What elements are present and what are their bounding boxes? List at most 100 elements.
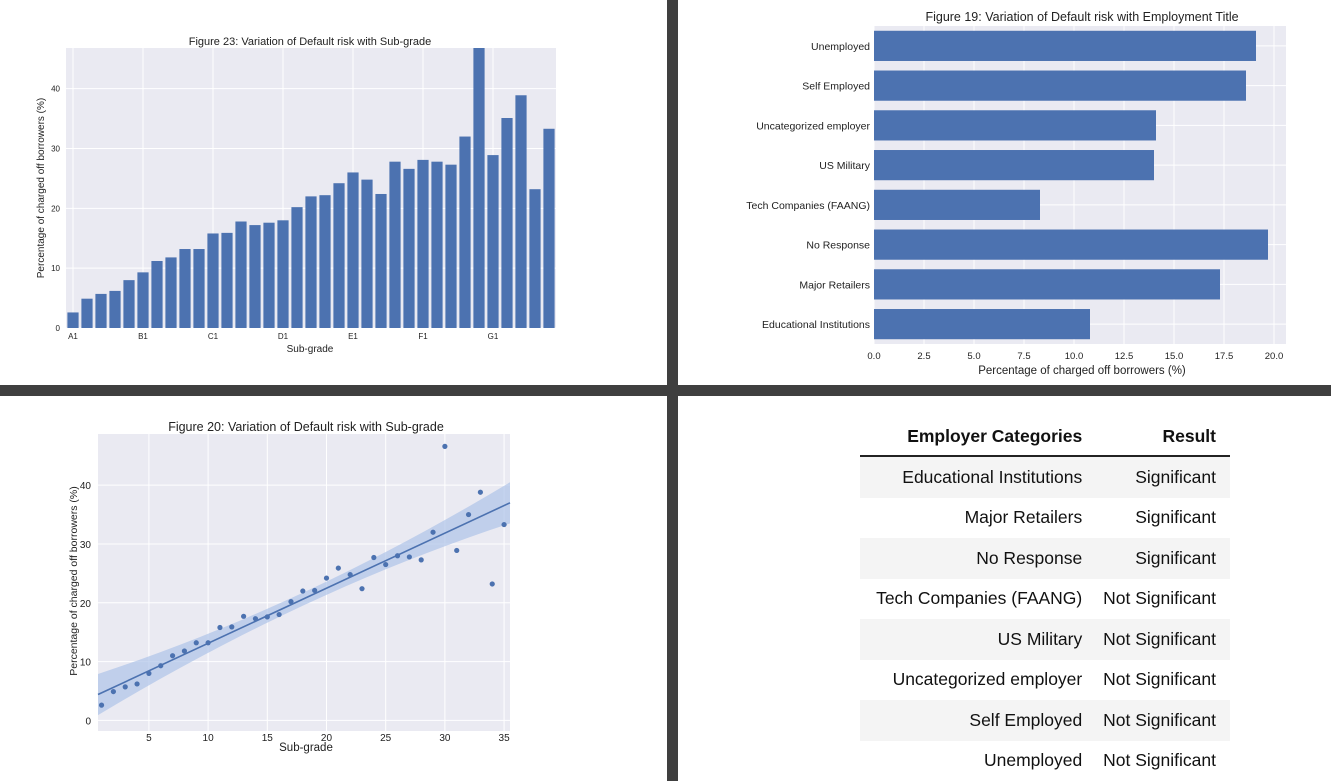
x-axis-label: Percentage of charged off borrowers (%)	[978, 365, 1186, 377]
scatter-point	[193, 640, 199, 646]
figure-20-chart: Figure 20: Variation of Default risk wit…	[68, 420, 511, 754]
scatter-point	[146, 670, 152, 676]
bar	[431, 161, 443, 328]
bar	[67, 312, 79, 328]
y-tick-label: 0	[85, 716, 91, 727]
bar	[403, 168, 415, 328]
regression-line	[97, 502, 511, 696]
scatter-point	[371, 554, 377, 561]
result-cell: Not Significant	[1103, 669, 1216, 690]
table-row: Unemployed Not Significant	[860, 741, 1230, 781]
scatter-point	[312, 587, 318, 594]
x-tick-label: 2.5	[917, 351, 930, 362]
scatter-point	[454, 547, 460, 554]
x-tick-label: 15.0	[1165, 351, 1184, 362]
scatter-point	[169, 653, 176, 659]
employer-category-cell: Self Employed	[860, 700, 1091, 741]
employer-results-table: Employer Categories Result Educational I…	[860, 420, 1230, 781]
result-cell: Significant	[1135, 507, 1216, 528]
scatter-point	[229, 624, 235, 630]
bar	[305, 196, 317, 328]
scatter-point	[98, 702, 105, 708]
table-row: No Response Significant	[860, 538, 1230, 579]
figure-20-panel: Figure 20: Variation of Default risk wit…	[0, 396, 667, 781]
table-row: Tech Companies (FAANG) Not Significant	[860, 579, 1230, 620]
y-axis-label: Percentage of charged off borrowers (%)	[36, 98, 47, 278]
scatter-point	[501, 521, 507, 528]
chart-title: Figure 19: Variation of Default risk wit…	[925, 10, 1238, 24]
y-tick-label: 30	[51, 145, 60, 154]
x-tick-label: A1	[68, 332, 78, 341]
scatter-point	[359, 586, 365, 592]
scatter-point	[241, 613, 247, 619]
table-header-row: Employer Categories Result	[860, 420, 1230, 457]
bar	[874, 269, 1220, 300]
result-cell: Not Significant	[1103, 750, 1216, 771]
scatter-point	[394, 553, 401, 559]
x-tick-label: 20.0	[1265, 351, 1284, 362]
chart-title: Figure 23: Variation of Default risk wit…	[189, 36, 432, 48]
bar	[123, 280, 135, 328]
bar	[874, 189, 1040, 220]
bar	[445, 164, 457, 328]
bar	[487, 155, 499, 328]
scatter-point	[406, 554, 412, 560]
result-cell: Not Significant	[1090, 700, 1230, 741]
scatter-point	[217, 624, 223, 631]
x-tick-label: 15	[262, 733, 274, 744]
scatter-point	[276, 611, 282, 618]
y-tick-label: Self Employed	[802, 81, 870, 93]
y-axis-label: Percentage of charged off borrowers (%)	[68, 486, 80, 676]
bar	[207, 233, 219, 328]
x-tick-label: 17.5	[1215, 351, 1234, 362]
employer-category-cell: Uncategorized employer	[892, 669, 1083, 690]
bar	[361, 179, 373, 328]
scatter-point	[465, 511, 472, 518]
figure-23-panel: Figure 23: Variation of Default risk wit…	[0, 0, 667, 385]
bar	[375, 193, 387, 328]
scatter-point	[110, 688, 116, 695]
scatter-point	[347, 571, 353, 578]
scatter-point	[489, 581, 495, 587]
bar	[221, 232, 233, 328]
bar	[501, 118, 513, 328]
scatter-point	[477, 489, 484, 495]
bar	[389, 161, 401, 328]
table-row: Self Employed Not Significant	[860, 700, 1230, 741]
y-tick-label: Uncategorized employer	[756, 120, 870, 132]
bar	[81, 298, 93, 328]
table-row: Major Retailers Significant	[860, 498, 1230, 539]
bar	[179, 249, 191, 328]
result-cell: Significant	[1090, 538, 1230, 579]
result-cell: Significant	[1090, 456, 1230, 498]
x-tick-label: 0.0	[867, 351, 880, 362]
figure-23-chart: Figure 23: Variation of Default risk wit…	[36, 36, 556, 355]
bar	[874, 70, 1246, 101]
scatter-point	[205, 640, 211, 646]
y-tick-label: 40	[51, 85, 60, 94]
results-table-panel: Employer Categories Result Educational I…	[678, 396, 1331, 781]
bar	[529, 189, 541, 328]
table-row: Educational Institutions Significant	[860, 456, 1230, 498]
bar	[515, 95, 527, 328]
x-axis-label: Sub-grade	[279, 742, 333, 754]
bar	[319, 195, 331, 328]
bar	[543, 128, 555, 328]
scatter-point	[383, 561, 389, 568]
column-header-result: Result	[1090, 420, 1230, 457]
scatter-point	[335, 565, 341, 571]
bar	[473, 48, 485, 328]
x-tick-label: 25	[380, 733, 392, 744]
y-tick-label: Educational Institutions	[762, 319, 870, 331]
scatter-point	[252, 616, 259, 622]
x-tick-label: 7.5	[1017, 351, 1030, 362]
bar	[417, 159, 429, 328]
y-tick-label: US Military	[819, 160, 871, 172]
bar	[347, 172, 359, 328]
scatter-point	[264, 614, 270, 620]
employer-category-cell: Educational Institutions	[860, 456, 1091, 498]
scatter-point	[300, 588, 306, 594]
bar	[277, 220, 289, 328]
y-tick-label: 20	[51, 204, 60, 213]
bar	[874, 229, 1268, 260]
